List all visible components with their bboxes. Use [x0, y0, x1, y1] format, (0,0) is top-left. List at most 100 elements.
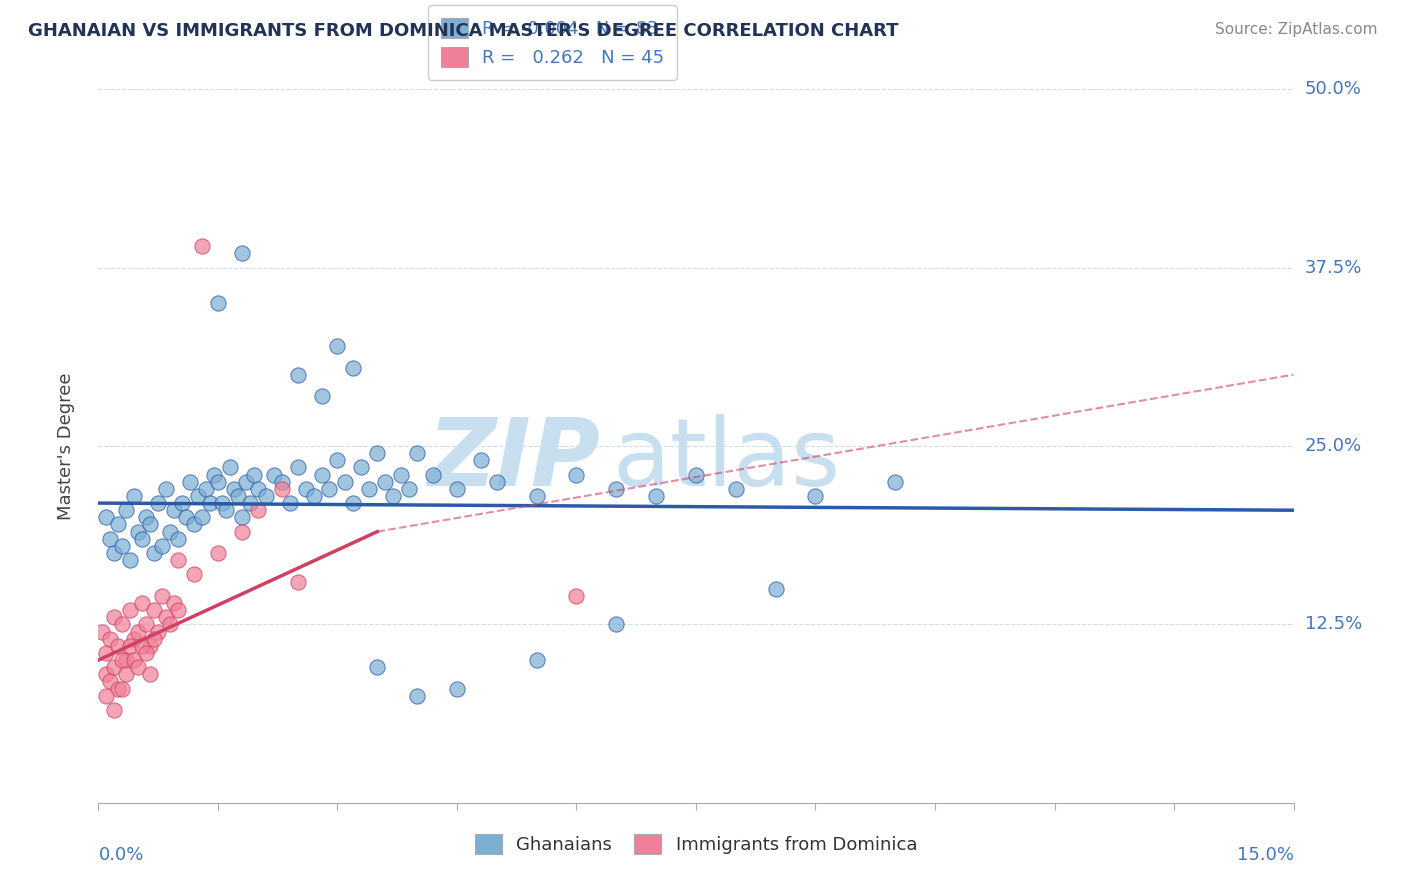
Point: [270, 482, 292, 496]
Point: [167, 553, 190, 567]
Point: [287, 460, 309, 475]
Point: [124, 632, 146, 646]
Text: 12.5%: 12.5%: [1305, 615, 1362, 633]
Point: [311, 467, 333, 482]
Point: [91, 624, 114, 639]
Point: [215, 503, 238, 517]
Point: [565, 589, 588, 603]
Point: [446, 681, 468, 696]
Text: 25.0%: 25.0%: [1305, 437, 1362, 455]
Point: [226, 489, 249, 503]
Point: [131, 596, 153, 610]
Point: [198, 496, 221, 510]
Point: [107, 681, 129, 696]
Point: [115, 667, 138, 681]
Point: [187, 489, 209, 503]
Point: [350, 460, 373, 475]
Point: [485, 475, 508, 489]
Point: [565, 467, 588, 482]
Point: [139, 517, 162, 532]
Point: [263, 467, 285, 482]
Point: [884, 475, 907, 489]
Point: [222, 482, 245, 496]
Point: [183, 517, 205, 532]
Point: [103, 546, 125, 560]
Point: [131, 639, 153, 653]
Point: [219, 460, 242, 475]
Point: [311, 389, 333, 403]
Point: [278, 496, 301, 510]
Point: [366, 660, 388, 674]
Point: [96, 510, 118, 524]
Point: [342, 496, 364, 510]
Text: ZIP: ZIP: [427, 414, 600, 507]
Point: [155, 482, 177, 496]
Point: [605, 482, 627, 496]
Point: [231, 510, 253, 524]
Point: [111, 617, 134, 632]
Point: [150, 539, 173, 553]
Point: [98, 632, 122, 646]
Point: [174, 510, 197, 524]
Point: [207, 296, 229, 310]
Point: [183, 567, 205, 582]
Point: [366, 446, 388, 460]
Point: [96, 646, 118, 660]
Point: [139, 639, 162, 653]
Point: [342, 360, 364, 375]
Y-axis label: Master's Degree: Master's Degree: [56, 372, 75, 520]
Point: [131, 532, 153, 546]
Point: [139, 667, 162, 681]
Point: [103, 660, 125, 674]
Text: GHANAIAN VS IMMIGRANTS FROM DOMINICA MASTER'S DEGREE CORRELATION CHART: GHANAIAN VS IMMIGRANTS FROM DOMINICA MAS…: [28, 22, 898, 40]
Point: [163, 503, 186, 517]
Point: [724, 482, 747, 496]
Point: [374, 475, 396, 489]
Point: [127, 524, 149, 539]
Point: [207, 475, 229, 489]
Point: [167, 532, 190, 546]
Point: [294, 482, 316, 496]
Point: [246, 503, 269, 517]
Point: [111, 681, 134, 696]
Point: [96, 667, 118, 681]
Point: [526, 653, 548, 667]
Point: [406, 689, 429, 703]
Legend: Ghanaians, Immigrants from Dominica: Ghanaians, Immigrants from Dominica: [464, 823, 928, 865]
Point: [526, 489, 548, 503]
Point: [231, 246, 253, 260]
Point: [120, 603, 142, 617]
Point: [685, 467, 707, 482]
Point: [120, 639, 142, 653]
Point: [470, 453, 492, 467]
Point: [163, 596, 186, 610]
Point: [107, 517, 129, 532]
Point: [359, 482, 381, 496]
Text: 37.5%: 37.5%: [1305, 259, 1362, 277]
Point: [103, 703, 125, 717]
Point: [148, 624, 170, 639]
Text: Source: ZipAtlas.com: Source: ZipAtlas.com: [1215, 22, 1378, 37]
Point: [211, 496, 233, 510]
Point: [765, 582, 787, 596]
Point: [159, 617, 181, 632]
Point: [159, 524, 181, 539]
Point: [804, 489, 827, 503]
Point: [202, 467, 225, 482]
Text: 0.0%: 0.0%: [98, 846, 143, 863]
Point: [167, 603, 190, 617]
Point: [302, 489, 325, 503]
Text: 15.0%: 15.0%: [1236, 846, 1294, 863]
Point: [143, 546, 166, 560]
Point: [150, 589, 173, 603]
Point: [318, 482, 340, 496]
Point: [120, 553, 142, 567]
Point: [98, 532, 122, 546]
Point: [239, 496, 262, 510]
Point: [382, 489, 405, 503]
Point: [207, 546, 229, 560]
Point: [191, 239, 214, 253]
Point: [96, 689, 118, 703]
Point: [398, 482, 420, 496]
Point: [287, 368, 309, 382]
